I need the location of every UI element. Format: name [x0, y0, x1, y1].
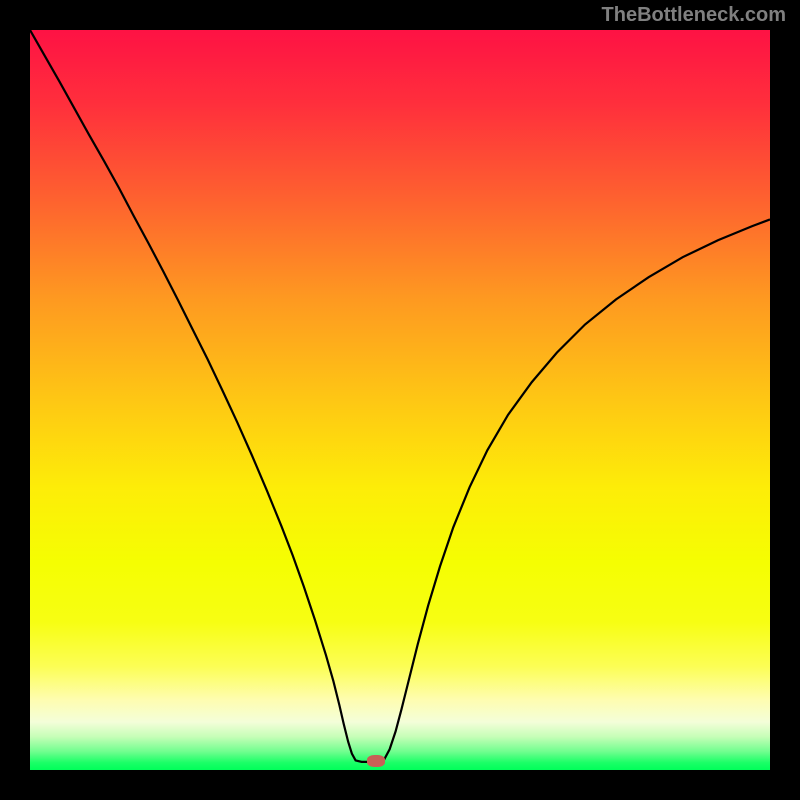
optimum-marker — [367, 755, 385, 767]
plot-area — [30, 30, 770, 770]
gradient-background — [30, 30, 770, 770]
chart-svg — [30, 30, 770, 770]
watermark-text: TheBottleneck.com — [602, 4, 786, 27]
